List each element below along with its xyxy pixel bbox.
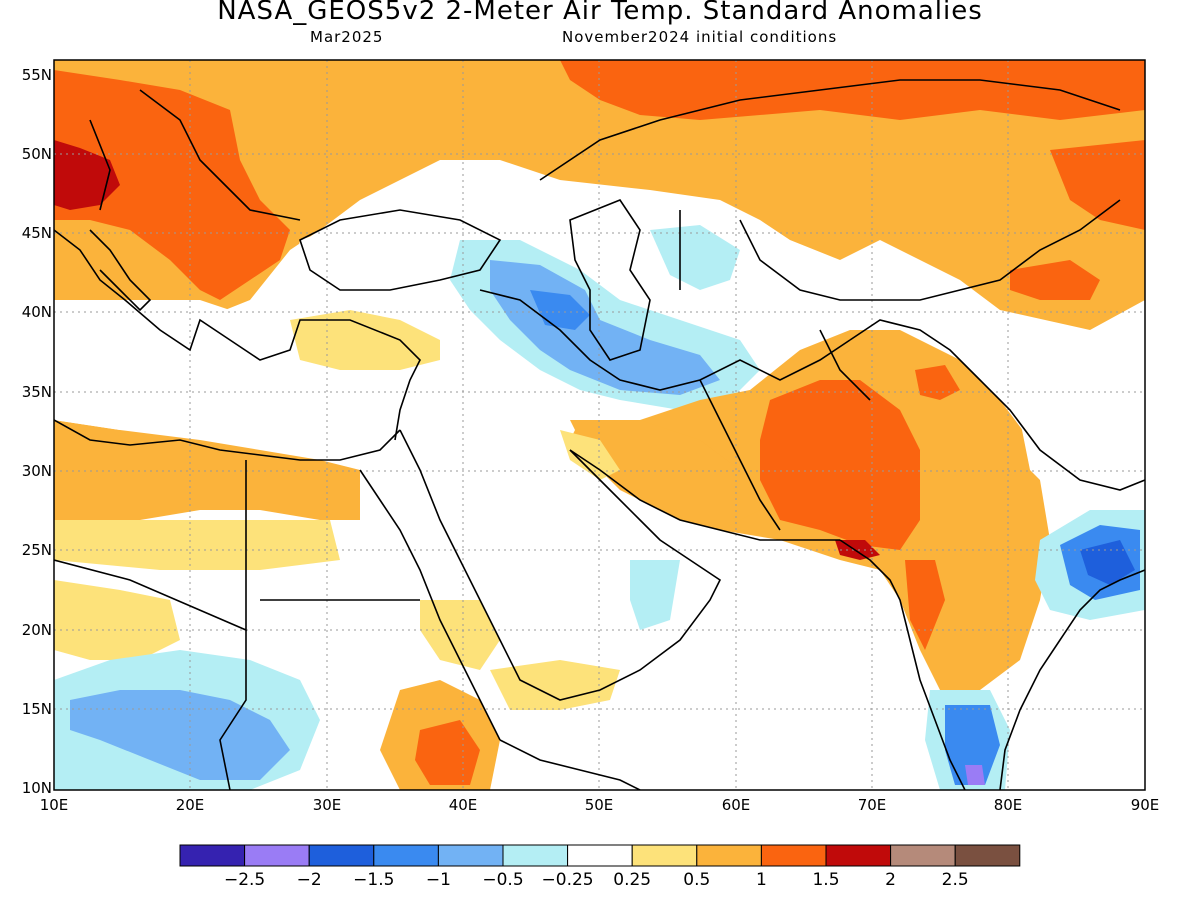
lat-label-50n: 50N — [21, 145, 52, 163]
lat-label-20n: 20N — [21, 621, 52, 639]
lat-label-15n: 15N — [21, 700, 52, 718]
lon-label-50e: 50E — [584, 796, 614, 814]
colorbar-swatch — [179, 844, 246, 867]
lon-label-70e: 70E — [857, 796, 887, 814]
colorbar-tick-label: −1 — [425, 870, 451, 890]
lon-label-40e: 40E — [448, 796, 478, 814]
grid-lines — [54, 60, 1145, 790]
colorbar-tick-label: −2.5 — [223, 870, 266, 890]
lat-label-45n: 45N — [21, 224, 52, 242]
colorbar-swatch — [308, 844, 375, 867]
india-west-coast-orange — [905, 560, 945, 650]
colorbar-tick-label: −0.25 — [541, 870, 594, 890]
oman-blue — [630, 560, 680, 630]
south-asia-orange — [760, 380, 920, 550]
colorbar-tick-label: −1.5 — [353, 870, 395, 890]
colorbar-swatch — [437, 844, 504, 867]
colorbar-swatch — [631, 844, 698, 867]
colorbar-tick-label: −2 — [296, 870, 322, 890]
kashmir-orange — [915, 365, 960, 400]
bay-of-bengal-blue-core — [1080, 540, 1135, 585]
mediterranean-neutral — [54, 300, 280, 430]
lat-label-25n: 25N — [21, 541, 52, 559]
sahel-blue — [70, 690, 290, 780]
colorbar-swatch — [760, 844, 827, 867]
central-asia-orange-patch — [1010, 260, 1100, 300]
lon-label-80e: 80E — [993, 796, 1023, 814]
east-india-neutral — [1020, 410, 1145, 520]
lat-label-55n: 55N — [21, 66, 52, 84]
south-india-blue — [945, 705, 1000, 785]
europe-red-core — [54, 140, 120, 210]
arabian-gulf-warm — [570, 420, 760, 530]
colorbar-tick-label: 0.25 — [613, 870, 652, 890]
lon-label-60e: 60E — [721, 796, 751, 814]
lat-label-30n: 30N — [21, 462, 52, 480]
colorbar-swatch — [954, 844, 1021, 867]
colorbar-swatch — [825, 844, 892, 867]
east-africa-red-sea-light — [420, 600, 500, 670]
forecast-month: Mar2025 — [310, 28, 384, 46]
north-dark-orange — [560, 60, 1145, 120]
colorbar-swatch — [696, 844, 762, 867]
colorbar-swatch — [244, 844, 310, 867]
colorbar-swatch — [373, 844, 439, 867]
lon-label-90e: 90E — [1130, 796, 1160, 814]
colorbar-swatch — [890, 844, 956, 867]
lat-label-40n: 40N — [21, 303, 52, 321]
west-africa-light — [54, 580, 180, 660]
east-asia-orange — [1050, 140, 1145, 230]
colorbar-tick-label: 2 — [885, 870, 896, 890]
colorbar-tick-label: 1.5 — [812, 870, 840, 890]
arabia-light — [560, 430, 620, 480]
north-africa-light — [54, 520, 340, 570]
colorbar-swatch — [502, 844, 569, 867]
lon-label-20e: 20E — [175, 796, 205, 814]
lat-label-35n: 35N — [21, 383, 52, 401]
colorbar-swatch — [567, 844, 633, 867]
map-title: NASA_GEOS5v2 2-Meter Air Temp. Standard … — [217, 0, 983, 26]
ethiopia-orange — [415, 720, 480, 785]
colorbar — [179, 844, 1021, 867]
colorbar-tick-label: 0.5 — [683, 870, 711, 890]
lon-label-10e: 10E — [39, 796, 69, 814]
south-india-purple — [965, 765, 985, 785]
lon-label-30e: 30E — [312, 796, 342, 814]
central-asia-blue — [650, 225, 740, 290]
caucasus-blue-core — [530, 290, 590, 330]
colorbar-tick-label: 1 — [755, 870, 767, 890]
yemen-warm — [490, 660, 620, 710]
lat-label-10n: 10N — [21, 779, 52, 797]
coastlines — [54, 79, 1145, 790]
initial-conditions: November2024 initial conditions — [562, 28, 838, 46]
europe-dark-orange — [54, 70, 290, 300]
colorbar-tick-label: −0.5 — [482, 870, 524, 890]
map-frame — [53, 59, 1146, 791]
colorbar-tick-label: 2.5 — [941, 870, 969, 890]
